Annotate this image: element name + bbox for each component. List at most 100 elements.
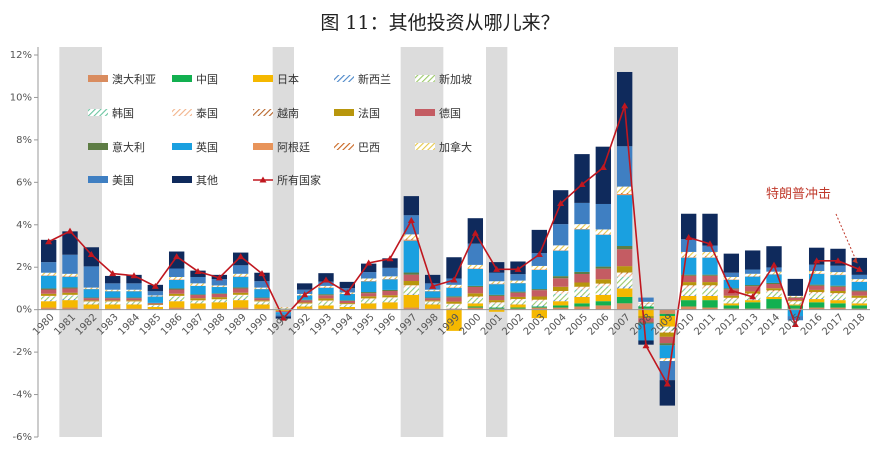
bar-segment-新加坡 xyxy=(552,295,569,301)
bar-segment-泰国 xyxy=(638,303,654,305)
bar-segment-法国 xyxy=(211,297,228,300)
bar-segment-意大利 xyxy=(318,294,334,296)
bar-segment-德国 xyxy=(702,275,718,283)
bar-segment-加拿大 xyxy=(254,287,270,289)
bar-segment-意大利 xyxy=(424,297,441,299)
bar-segment-越南 xyxy=(616,272,633,274)
bar-segment-德国 xyxy=(232,288,249,293)
bar-segment-法国 xyxy=(787,300,804,302)
bar-segment-新加坡 xyxy=(168,297,185,301)
bar-segment-英国 xyxy=(254,289,270,298)
bar-segment-澳大利亚 xyxy=(360,308,377,310)
x-tick-label: 1996 xyxy=(372,312,398,338)
bar-segment-新西兰 xyxy=(190,302,206,304)
bar-segment-新西兰 xyxy=(360,302,377,304)
bar-segment-意大利 xyxy=(830,285,846,287)
bar-segment-日本 xyxy=(787,304,804,306)
bar-segment-泰国 xyxy=(531,300,548,302)
bar-segment-英国 xyxy=(446,287,462,297)
bar-segment-新西兰 xyxy=(318,304,334,306)
legend-swatch xyxy=(88,176,108,183)
legend-label: 法国 xyxy=(358,106,380,120)
bar-segment-新加坡 xyxy=(638,304,654,307)
bar-segment-日本 xyxy=(766,296,782,300)
bar-segment-美国 xyxy=(702,245,718,252)
bar-segment-越南 xyxy=(808,292,825,293)
bar-segment-英国 xyxy=(723,279,740,289)
bar-segment-日本 xyxy=(360,303,377,309)
line-point xyxy=(727,287,735,294)
bar-segment-泰国 xyxy=(339,304,356,305)
legend-label: 意大利 xyxy=(112,140,145,154)
bar-segment-其他 xyxy=(254,272,270,282)
bar-segment-日本 xyxy=(83,304,100,309)
bar-segment-新西兰 xyxy=(574,295,590,297)
line-point xyxy=(514,265,522,272)
bar-segment-新西兰 xyxy=(232,299,249,301)
bar-segment-意大利 xyxy=(574,271,590,275)
bar-segment-中国 xyxy=(659,313,676,317)
bar-segment-加拿大 xyxy=(424,289,441,291)
bar-segment-英国 xyxy=(702,257,718,275)
line-point xyxy=(791,321,799,328)
bar-segment-澳大利亚 xyxy=(531,307,548,310)
bar-segment-法国 xyxy=(851,295,868,298)
bar-segment-意大利 xyxy=(808,284,825,286)
bar-segment-越南 xyxy=(766,290,782,291)
legend-label: 英国 xyxy=(196,140,218,154)
bar-segment-美国 xyxy=(104,283,121,290)
bar-segment-意大利 xyxy=(638,322,654,324)
bar-segment-新西兰 xyxy=(552,300,569,302)
bar-segment-加拿大 xyxy=(83,287,100,289)
annotation: 特朗普冲击 xyxy=(766,187,858,264)
x-tick-label: 2006 xyxy=(586,312,612,338)
bar-segment-意大利 xyxy=(595,266,612,269)
bar-segment-澳大利亚 xyxy=(680,306,697,310)
line-point xyxy=(493,265,501,272)
bar-segment-其他 xyxy=(595,146,612,204)
bar-segment-加拿大 xyxy=(403,234,420,239)
bar-segment-法国 xyxy=(595,279,612,284)
y-tick-label: -2% xyxy=(13,347,32,358)
y-axis: -6% -4% -2% 0% 2% 4% 6% 8% 10% 12% xyxy=(10,47,39,443)
bar-segment-新加坡 xyxy=(360,300,377,303)
bar-segment-泰国 xyxy=(830,293,846,295)
bar-segment-日本 xyxy=(296,306,313,309)
bar-segment-泰国 xyxy=(190,300,206,301)
bar-segment-新加坡 xyxy=(702,290,718,295)
bar-segment-意大利 xyxy=(446,296,462,298)
bar-segment-美国 xyxy=(574,202,590,225)
bar-segment-美国 xyxy=(659,361,676,381)
bar-segment-英国 xyxy=(275,312,292,315)
bar-segment-澳大利亚 xyxy=(595,305,612,310)
bar-segment-美国 xyxy=(147,291,164,296)
legend-label: 其他 xyxy=(196,174,218,187)
bar-segment-德国 xyxy=(830,286,846,291)
bar-segment-澳大利亚 xyxy=(638,308,654,310)
bar-segment-加拿大 xyxy=(318,285,334,287)
bar-segment-韩国 xyxy=(190,300,206,302)
bar-segment-韩国 xyxy=(488,303,505,305)
bar-segment-韩国 xyxy=(40,296,57,298)
bar-segment-日本 xyxy=(339,306,356,310)
line-point xyxy=(237,253,245,260)
bar-segment-加拿大 xyxy=(552,245,569,250)
bar-segment-澳大利亚 xyxy=(382,308,398,310)
bar-segment-美国 xyxy=(382,267,398,277)
bar-segment-英国 xyxy=(595,234,612,267)
bar-segment-美国 xyxy=(787,316,804,321)
bar-segment-意大利 xyxy=(254,297,270,299)
x-tick-label: 1994 xyxy=(330,312,356,338)
bar-segment-巴西 xyxy=(680,256,697,258)
bar-segment-英国 xyxy=(531,269,548,290)
line-point xyxy=(471,229,479,236)
bar-segment-新西兰 xyxy=(808,297,825,300)
bar-segment-美国 xyxy=(254,281,270,288)
bar-segment-其他 xyxy=(659,380,676,406)
bar-segment-美国 xyxy=(830,265,846,273)
bar-segment-德国 xyxy=(104,298,121,301)
bar-segment-英国 xyxy=(808,274,825,285)
bar-segment-加拿大 xyxy=(382,276,398,279)
bar-segment-泰国 xyxy=(851,298,868,300)
bar-segment-日本 xyxy=(595,294,612,302)
